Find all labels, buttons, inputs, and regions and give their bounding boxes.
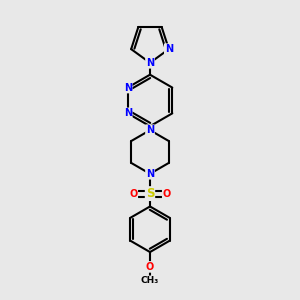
Text: O: O xyxy=(129,189,137,199)
Text: N: N xyxy=(146,169,154,179)
Text: N: N xyxy=(124,82,132,93)
Text: O: O xyxy=(146,262,154,272)
Text: N: N xyxy=(165,44,173,54)
Text: N: N xyxy=(146,125,154,135)
Text: S: S xyxy=(146,187,154,200)
Text: N: N xyxy=(146,58,154,68)
Text: N: N xyxy=(124,108,132,118)
Text: O: O xyxy=(163,189,171,199)
Text: CH₃: CH₃ xyxy=(141,276,159,285)
